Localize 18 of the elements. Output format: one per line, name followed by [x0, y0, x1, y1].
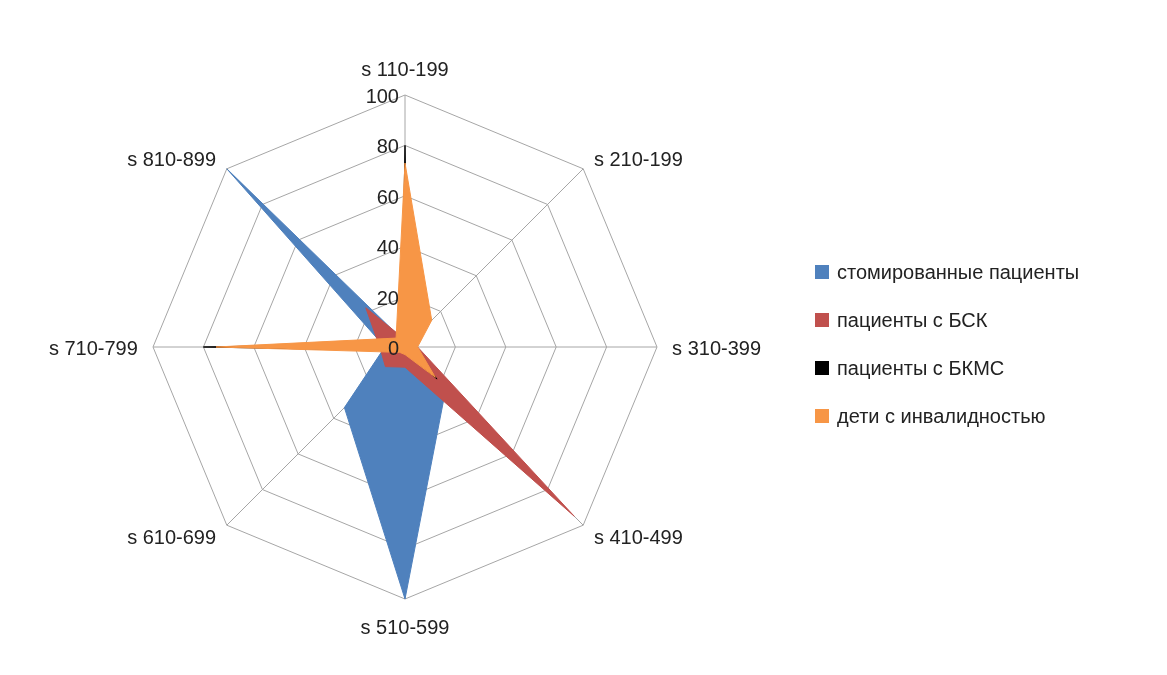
spoke-label: s 510-599: [360, 616, 450, 639]
spoke-label: s 310-399: [672, 337, 762, 359]
legend-label: стомированные пациенты: [837, 261, 1080, 283]
y-tick-label: 20: [376, 286, 399, 309]
y-tick-label: 80: [376, 135, 399, 158]
spoke-label: s 410-499: [593, 525, 683, 548]
spoke-label: s 710-799: [48, 337, 138, 359]
spoke-label: s 210-199: [593, 148, 683, 171]
spoke-label: s 610-699: [127, 525, 217, 548]
y-tick-label: 60: [376, 185, 399, 208]
spoke-label: s 110-199: [361, 57, 449, 80]
spoke-label: s 810-899: [127, 148, 217, 171]
y-tick-label: 0: [387, 337, 399, 359]
legend-label: дети с инвалидностью: [837, 405, 1046, 427]
y-tick-label: 100: [365, 85, 399, 107]
legend-label: пациенты с БКМС: [837, 357, 1005, 379]
y-tick-label: 40: [376, 236, 399, 259]
legend-label: пациенты с БСК: [837, 309, 988, 331]
